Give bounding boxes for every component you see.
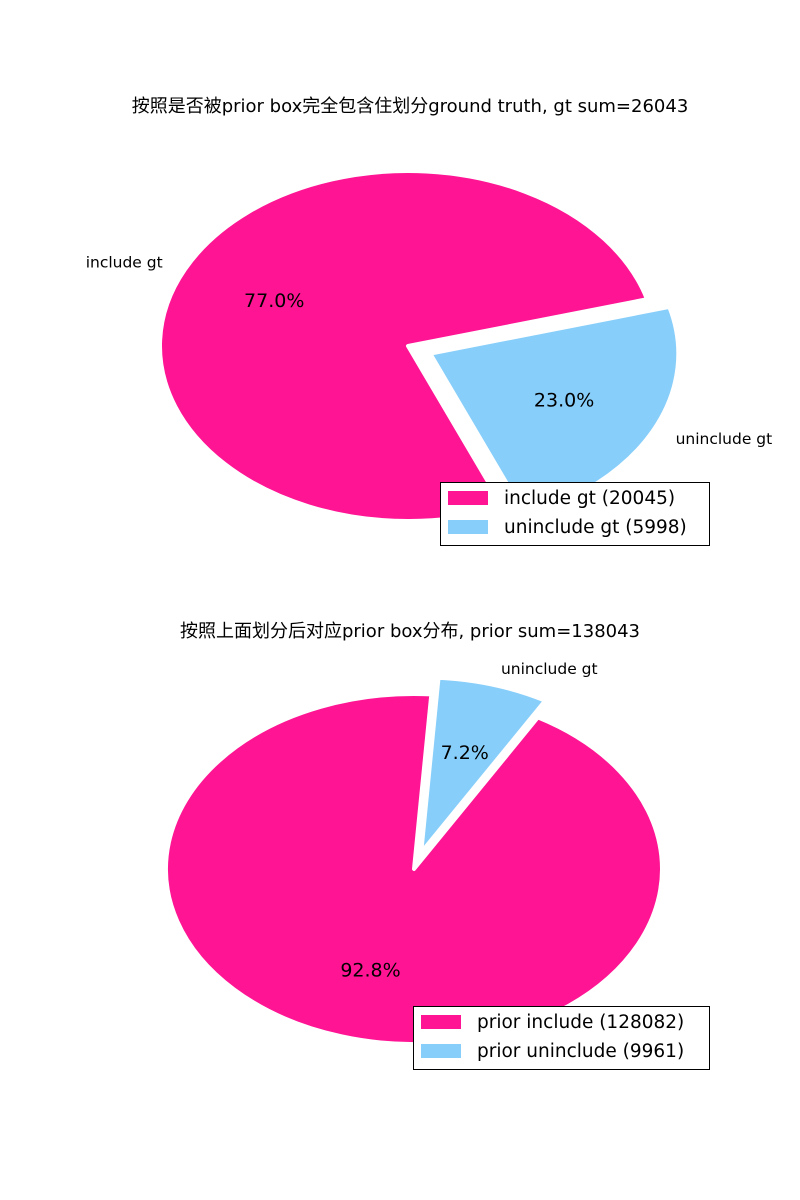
- pie-slice-uninclude-gt: [419, 675, 548, 855]
- legend: include gt (20045) uninclude gt (5998): [440, 482, 710, 546]
- slice-percent-label: 7.2%: [441, 742, 489, 764]
- chart-title: 按照是否被prior box完全包含住划分ground truth, gt su…: [132, 96, 689, 117]
- legend-swatch-include-gt: [448, 491, 488, 505]
- legend-label-include-gt: include gt (20045): [504, 488, 675, 509]
- chart-title: 按照上面划分后对应prior box分布, prior sum=138043: [180, 621, 640, 642]
- legend-swatch-uninclude-gt: [448, 520, 488, 534]
- legend-swatch-prior-include: [421, 1015, 461, 1029]
- legend-label-uninclude-gt: uninclude gt (5998): [504, 517, 687, 538]
- pie-chart-gt-split: 按照是否被prior box完全包含住划分ground truth, gt su…: [86, 96, 773, 546]
- legend-label-prior-include: prior include (128082): [477, 1012, 684, 1033]
- slice-outer-label: uninclude gt: [676, 430, 773, 448]
- slice-percent-label: 23.0%: [534, 390, 594, 412]
- pie-chart-prior-split: 按照上面划分后对应prior box分布, prior sum=138043 9…: [164, 621, 710, 1070]
- pie-slice-include-gt: [158, 169, 649, 523]
- legend: prior include (128082) prior uninclude (…: [413, 1006, 710, 1070]
- slice-outer-label: uninclude gt: [501, 660, 598, 678]
- legend-swatch-prior-uninclude: [421, 1044, 461, 1058]
- slice-outer-label: include gt: [86, 254, 163, 272]
- legend-frame: [413, 1006, 710, 1070]
- pie-slice-prior-include-128082: [164, 692, 664, 1046]
- slice-percent-label: 77.0%: [244, 290, 304, 312]
- legend-label-prior-uninclude: prior uninclude (9961): [477, 1041, 684, 1062]
- slice-percent-label: 92.8%: [340, 959, 400, 981]
